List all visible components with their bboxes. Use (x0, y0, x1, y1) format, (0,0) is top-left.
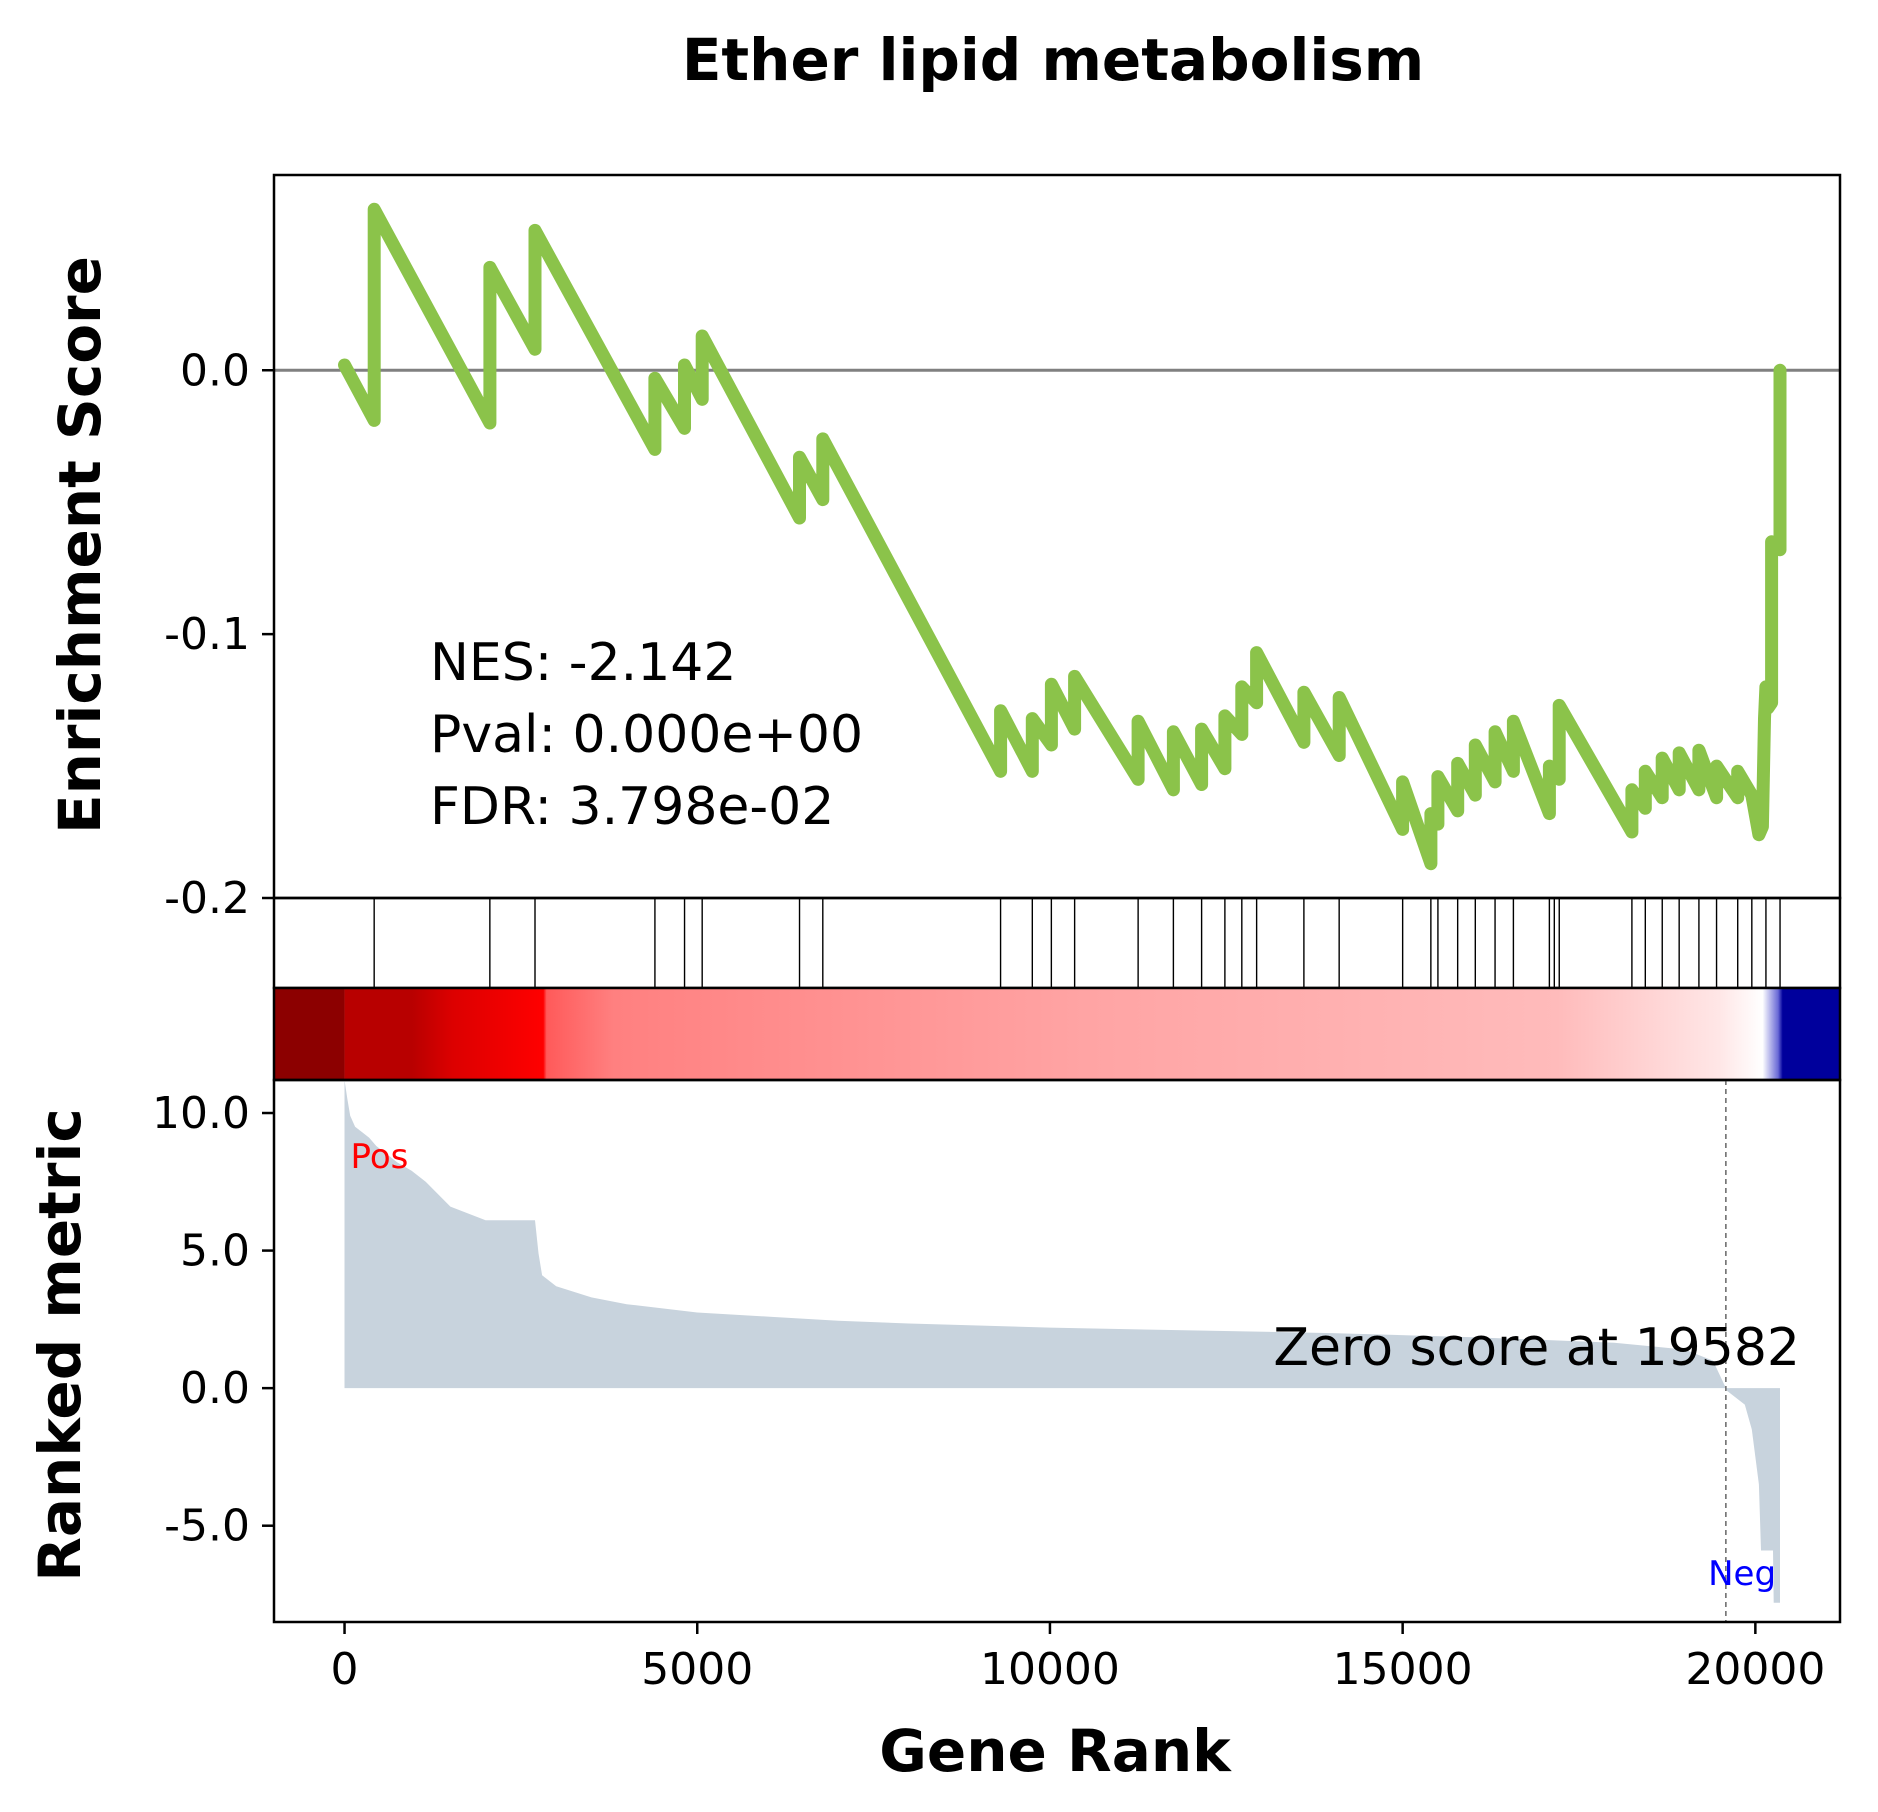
xtick-label: 20000 (1685, 1644, 1825, 1695)
pval-label: Pval: 0.000e+00 (430, 705, 863, 765)
rank-colorbar (272, 986, 1842, 1082)
es-ytick-label: 0.0 (180, 345, 250, 396)
neg-label: Neg (1708, 1554, 1776, 1594)
gene-hits-panel (272, 896, 1842, 990)
fdr-label: FDR: 3.798e-02 (430, 777, 834, 837)
rank-ytick-label: -5.0 (164, 1501, 250, 1552)
rank-ytick-label: 10.0 (152, 1088, 250, 1139)
chart-title: Ether lipid metabolism (682, 26, 1424, 94)
nes-label: NES: -2.142 (430, 633, 736, 693)
es-ytick-label: -0.1 (164, 609, 250, 660)
colorbar-gradient (344, 988, 1840, 1080)
xtick-label: 15000 (1333, 1644, 1473, 1695)
es-axis-title: Enrichment Score (46, 256, 114, 834)
colorbar-left-cap (274, 988, 345, 1080)
rank-frame (272, 1078, 1842, 1624)
hits-frame (272, 896, 1842, 990)
rank-ytick-label: 0.0 (180, 1363, 250, 1414)
x-axis-title: Gene Rank (879, 1717, 1232, 1785)
es-curve (338, 202, 1787, 871)
ranked-metric-panel: Zero score at 19582 Pos Neg 10.0 5.0 0.0 -5.0 0… (152, 1078, 1842, 1695)
stats-annotation: NES: -2.142 Pval: 0.000e+00 FDR: 3.798e-… (430, 633, 863, 837)
zero-score-label: Zero score at 19582 (1273, 1318, 1800, 1378)
xtick-label: 10000 (980, 1644, 1120, 1695)
xtick-label: 5000 (641, 1644, 753, 1695)
pos-label: Pos (351, 1137, 409, 1177)
rank-axis-title: Ranked metric (26, 1108, 94, 1582)
rank-ytick-label: 5.0 (180, 1226, 250, 1277)
es-ytick-label: -0.2 (164, 873, 250, 924)
enrichment-score-panel: 0.0 -0.1 -0.2 (164, 173, 1842, 924)
xtick-label: 0 (331, 1644, 359, 1695)
ranked-metric-area (344, 1080, 1780, 1603)
